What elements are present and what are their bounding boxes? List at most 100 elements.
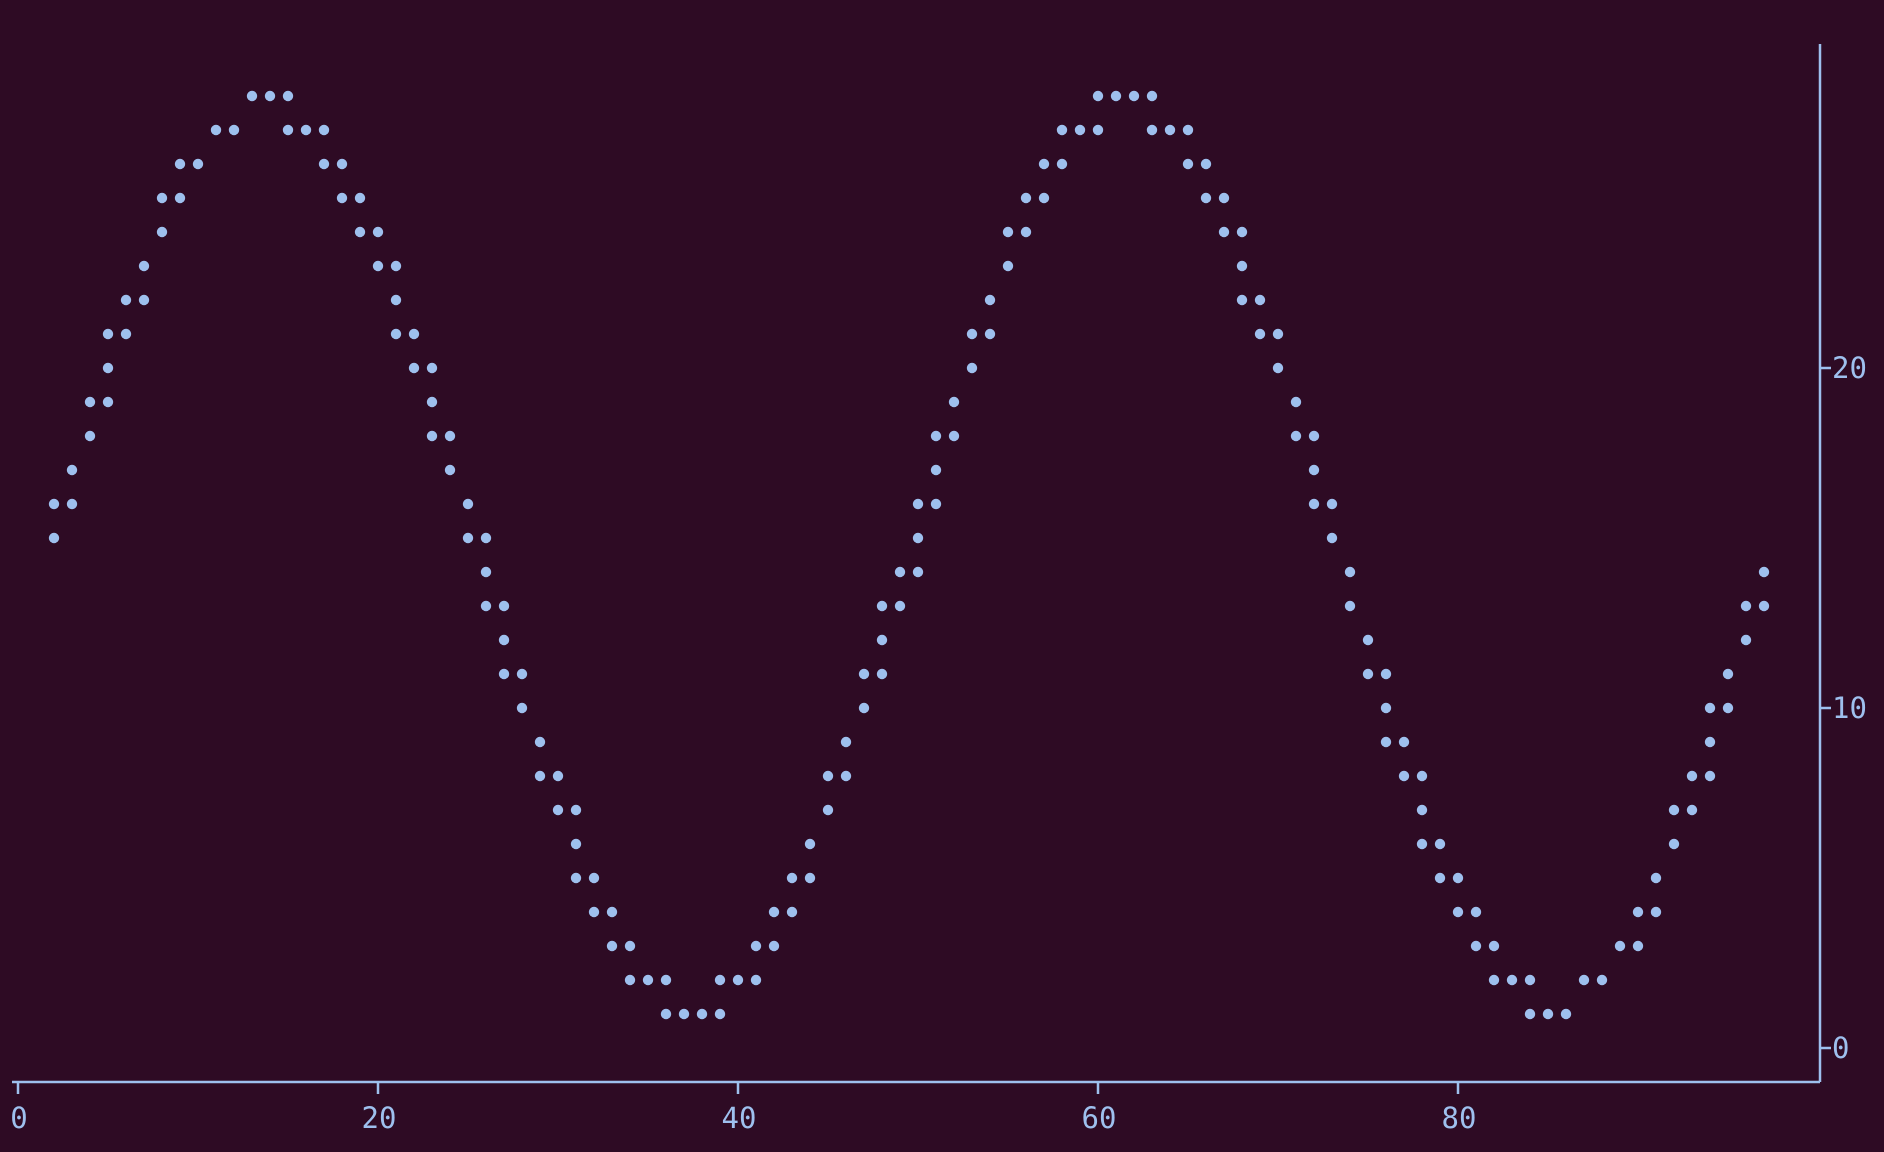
data-point bbox=[1614, 940, 1626, 952]
data-point bbox=[984, 294, 996, 306]
data-point bbox=[1704, 702, 1716, 714]
data-point bbox=[1470, 940, 1482, 952]
data-point bbox=[1668, 838, 1680, 850]
data-point bbox=[1272, 328, 1284, 340]
y-tick-label: 10 bbox=[1832, 691, 1867, 725]
data-point bbox=[912, 532, 924, 544]
data-point bbox=[858, 668, 870, 680]
data-point bbox=[1524, 1008, 1536, 1020]
data-point bbox=[840, 770, 852, 782]
data-point bbox=[120, 294, 132, 306]
data-point bbox=[1200, 158, 1212, 170]
data-point bbox=[1272, 362, 1284, 374]
data-point bbox=[1740, 600, 1752, 612]
data-point bbox=[570, 838, 582, 850]
data-point bbox=[336, 158, 348, 170]
data-point bbox=[102, 328, 114, 340]
data-point bbox=[588, 906, 600, 918]
data-point bbox=[606, 906, 618, 918]
data-point bbox=[732, 974, 744, 986]
data-point bbox=[1128, 90, 1140, 102]
data-point bbox=[876, 634, 888, 646]
data-point bbox=[966, 362, 978, 374]
data-point bbox=[894, 566, 906, 578]
data-point bbox=[840, 736, 852, 748]
data-point bbox=[1308, 498, 1320, 510]
data-point bbox=[426, 396, 438, 408]
data-point bbox=[1344, 600, 1356, 612]
x-tick-label: 0 bbox=[10, 1101, 27, 1135]
data-point bbox=[912, 498, 924, 510]
data-point bbox=[984, 328, 996, 340]
data-point bbox=[1182, 124, 1194, 136]
data-point bbox=[1452, 872, 1464, 884]
data-point bbox=[138, 294, 150, 306]
data-point bbox=[174, 192, 186, 204]
data-point bbox=[660, 1008, 672, 1020]
data-point bbox=[1344, 566, 1356, 578]
data-point bbox=[156, 192, 168, 204]
data-point bbox=[606, 940, 618, 952]
data-point bbox=[1434, 872, 1446, 884]
data-point bbox=[930, 498, 942, 510]
data-point bbox=[1506, 974, 1518, 986]
data-point bbox=[876, 668, 888, 680]
y-tick-label: 0 bbox=[1832, 1031, 1849, 1065]
data-point bbox=[1020, 226, 1032, 238]
data-point bbox=[822, 770, 834, 782]
x-tick-label: 60 bbox=[1082, 1101, 1117, 1135]
data-point bbox=[948, 430, 960, 442]
x-tick-label: 20 bbox=[362, 1101, 397, 1135]
data-point bbox=[498, 600, 510, 612]
data-point bbox=[1632, 940, 1644, 952]
data-point bbox=[138, 260, 150, 272]
data-point bbox=[246, 90, 258, 102]
data-point bbox=[1236, 226, 1248, 238]
data-point bbox=[498, 668, 510, 680]
data-point bbox=[1254, 328, 1266, 340]
data-point bbox=[66, 498, 78, 510]
data-point bbox=[1362, 634, 1374, 646]
data-point bbox=[660, 974, 672, 986]
data-point bbox=[570, 872, 582, 884]
data-point bbox=[210, 124, 222, 136]
data-point bbox=[1092, 124, 1104, 136]
data-point bbox=[1164, 124, 1176, 136]
data-point bbox=[444, 464, 456, 476]
data-point bbox=[1488, 974, 1500, 986]
x-tick-label: 40 bbox=[722, 1101, 757, 1135]
data-point bbox=[1650, 872, 1662, 884]
data-point bbox=[1686, 770, 1698, 782]
data-point bbox=[480, 532, 492, 544]
data-point bbox=[516, 702, 528, 714]
data-point bbox=[1380, 668, 1392, 680]
data-point bbox=[1092, 90, 1104, 102]
data-point bbox=[750, 974, 762, 986]
data-point bbox=[102, 362, 114, 374]
data-point bbox=[84, 430, 96, 442]
data-point bbox=[678, 1008, 690, 1020]
data-point bbox=[876, 600, 888, 612]
data-point bbox=[1002, 260, 1014, 272]
data-point bbox=[1434, 838, 1446, 850]
data-point bbox=[48, 498, 60, 510]
data-point bbox=[1056, 158, 1068, 170]
data-point bbox=[1308, 430, 1320, 442]
data-point bbox=[408, 362, 420, 374]
data-point bbox=[786, 906, 798, 918]
data-point bbox=[426, 362, 438, 374]
data-point bbox=[228, 124, 240, 136]
data-point bbox=[930, 464, 942, 476]
data-point bbox=[1254, 294, 1266, 306]
data-point bbox=[1668, 804, 1680, 816]
data-point bbox=[390, 328, 402, 340]
data-point bbox=[1722, 702, 1734, 714]
data-point bbox=[66, 464, 78, 476]
data-point bbox=[1038, 192, 1050, 204]
data-point bbox=[1380, 702, 1392, 714]
data-point bbox=[1452, 906, 1464, 918]
data-point bbox=[624, 940, 636, 952]
data-point bbox=[552, 804, 564, 816]
data-point bbox=[48, 532, 60, 544]
